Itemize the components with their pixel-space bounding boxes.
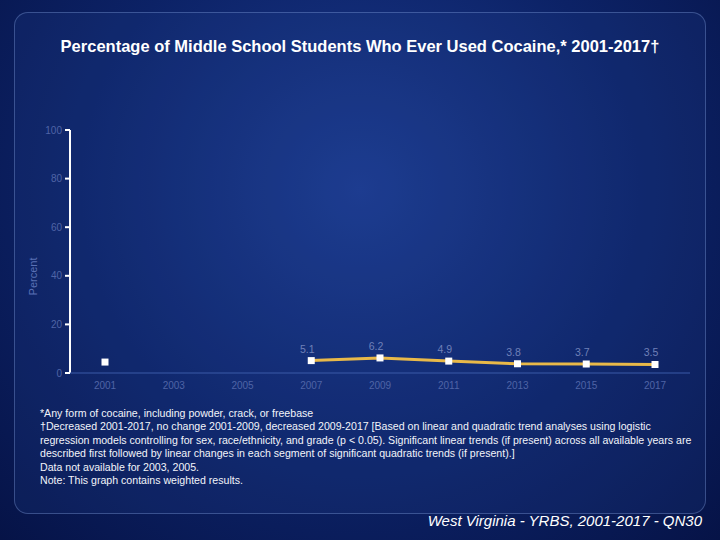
source: West Virginia - YRBS, 2001-2017 - QN30 bbox=[428, 512, 702, 529]
series-line bbox=[311, 358, 655, 365]
footnote: Note: This graph contains weighted resul… bbox=[40, 474, 695, 487]
footnote: †Decreased 2001-2017, no change 2001-200… bbox=[40, 420, 695, 460]
y-axis-label: Percent bbox=[27, 258, 39, 296]
x-tick-label: 2001 bbox=[94, 380, 117, 391]
x-tick-label: 2013 bbox=[506, 380, 529, 391]
y-tick-label: 60 bbox=[51, 222, 63, 233]
data-label: 3.7 bbox=[575, 346, 590, 358]
x-tick-label: 2009 bbox=[369, 380, 392, 391]
data-label: 6.2 bbox=[369, 340, 384, 352]
title: Percentage of Middle School Students Who… bbox=[40, 36, 680, 57]
data-label: 4.9 bbox=[437, 343, 452, 355]
y-axis bbox=[69, 130, 71, 373]
point bbox=[445, 358, 452, 365]
point bbox=[308, 357, 315, 364]
data-label: 3.8 bbox=[506, 346, 521, 358]
y-tick bbox=[65, 129, 70, 131]
x-axis bbox=[70, 373, 690, 374]
data-label: 5.1 bbox=[300, 343, 315, 355]
point bbox=[583, 361, 590, 368]
y-tick bbox=[65, 178, 70, 180]
y-tick-label: 40 bbox=[51, 270, 63, 281]
y-tick-label: 80 bbox=[51, 173, 63, 184]
data-label: 3.5 bbox=[644, 346, 659, 358]
y-tick bbox=[65, 226, 70, 228]
y-tick bbox=[65, 275, 70, 277]
point bbox=[102, 359, 109, 366]
x-tick-label: 2011 bbox=[438, 380, 460, 391]
y-tick-label: 100 bbox=[45, 125, 62, 136]
point bbox=[514, 360, 521, 367]
x-tick-label: 2003 bbox=[163, 380, 186, 391]
x-tick-label: 2005 bbox=[231, 380, 254, 391]
x-tick-label: 2017 bbox=[644, 380, 667, 391]
y-tick bbox=[65, 323, 70, 325]
point bbox=[652, 361, 659, 368]
y-tick-label: 0 bbox=[56, 368, 62, 379]
footnote: *Any form of cocaine, including powder, … bbox=[40, 407, 695, 420]
y-tick bbox=[65, 372, 70, 374]
footnotes: *Any form of cocaine, including powder, … bbox=[40, 407, 695, 487]
x-tick-label: 2007 bbox=[300, 380, 323, 391]
y-tick-label: 20 bbox=[51, 319, 63, 330]
point bbox=[377, 354, 384, 361]
footnote: Data not available for 2003, 2005. bbox=[40, 461, 695, 474]
x-tick-label: 2015 bbox=[575, 380, 598, 391]
